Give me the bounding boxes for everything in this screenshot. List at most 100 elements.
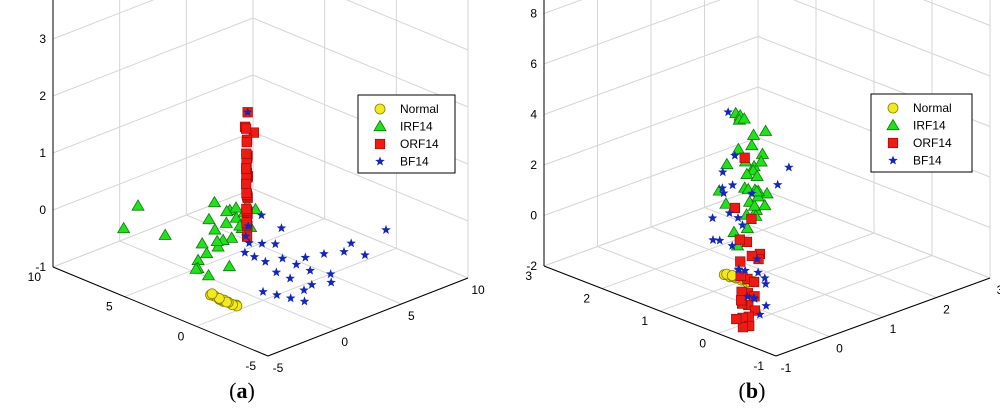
floor-gridline [196,247,397,327]
z-tick-label: 8 [530,7,537,21]
data-point-orf14 [746,213,757,225]
legend-b: Normal IRF14 ORF14 BF14 [870,93,973,173]
caption-a: (a) [229,378,255,403]
data-point-orf14 [240,163,252,174]
z-tick-label: -1 [35,260,46,274]
wall-gridline [52,131,254,211]
x-tick-label: 5 [106,300,113,314]
floor-gridline [119,240,335,331]
wall-gridline [757,137,991,228]
data-point-irf14 [201,268,216,281]
data-point-bf14 [319,248,329,258]
data-point-bf14 [241,231,251,241]
data-point-bf14 [747,188,757,198]
x-tick-label: 0 [178,329,185,343]
data-point-irf14 [737,112,751,124]
legend-label-orf14: ORF14 [913,136,952,150]
data-point-bf14 [714,235,725,245]
data-point-bf14 [718,167,728,177]
data-point-orf14 [736,295,747,306]
data-point-irf14 [207,195,222,208]
data-point-irf14 [202,212,216,225]
axes-grid-a [52,0,469,357]
data-point-bf14 [244,237,254,248]
wall-gridline [52,17,254,97]
data-point-bf14 [299,285,309,295]
data-point-bf14 [277,253,288,263]
data-point-bf14 [723,107,733,117]
y-tick-label: -5 [273,361,284,375]
legend-marker-irf14 [373,119,387,132]
data-point-irf14 [731,142,746,155]
z-tick-label: 0 [39,203,46,217]
data-point-irf14 [758,124,773,136]
data-point-irf14 [219,204,234,217]
data-point-bf14 [240,247,250,257]
z-tick-label: 4 [530,108,537,122]
wall-gridline [792,0,991,77]
data-point-bf14 [755,309,765,319]
data-point-irf14 [758,198,772,211]
wall-gridline [757,187,991,279]
data-point-orf14 [731,313,742,325]
data-point-bf14 [772,179,783,189]
y-tick-label: 0 [836,342,843,356]
legend-marker-orf14 [374,138,386,150]
z-tick-label: 2 [530,158,537,172]
data-point-bf14 [257,238,267,248]
data-point-irf14 [750,169,764,182]
legend-marker-orf14 [887,137,899,149]
data-point-irf14 [727,225,741,237]
y-axis-line [267,277,469,357]
data-point-bf14 [326,277,336,287]
legend-marker-normal [374,103,386,115]
data-point-orf14 [241,178,252,190]
y-tick-label: -1 [781,361,792,375]
wall-gridline [922,0,991,26]
wall-gridline [543,0,583,14]
data-point-orf14 [241,148,252,159]
legend-a: Normal IRF14 ORF14 BF14 [357,94,456,174]
data-point-bf14 [346,238,356,248]
wall-gridline [252,188,469,279]
data-point-bf14 [742,291,753,301]
wall-gridline [252,17,469,108]
wall-gridline [252,131,469,222]
data-point-bf14 [727,240,737,250]
legend-label-orf14: ORF14 [400,137,439,151]
wall-gridline [52,74,254,154]
data-point-bf14 [360,250,370,260]
data-point-bf14 [291,259,302,269]
z-tick-label: -2 [526,259,537,273]
data-point-bf14 [760,278,771,289]
data-point-irf14 [195,237,209,249]
y-axis-line [775,277,991,357]
data-point-bf14 [249,251,260,261]
x-tick-label: -1 [753,359,764,373]
wall-gridline [543,187,759,267]
data-point-orf14 [734,234,745,245]
data-point-bf14 [339,246,349,256]
data-point-irf14 [747,199,762,211]
data-point-irf14 [754,155,768,167]
data-point-bf14 [752,254,762,264]
floor-gridline [597,246,830,337]
data-point-bf14 [300,252,311,262]
z-tick-label: 0 [530,209,537,223]
legend-label-irf14: IRF14 [913,119,946,133]
x-tick-label: 0 [699,337,706,351]
caption-b-letter: b [746,378,758,403]
data-point-bf14 [718,188,729,198]
data-point-irf14 [158,228,172,240]
data-point-bf14 [727,180,738,190]
data-point-bf14 [724,208,735,218]
caption-a-letter: a [237,378,248,403]
data-point-irf14 [199,246,214,259]
wall-gridline [543,36,759,115]
data-point-bf14 [760,273,770,283]
data-point-bf14 [761,300,771,310]
data-points-a [116,107,391,312]
data-point-irf14 [740,167,754,180]
